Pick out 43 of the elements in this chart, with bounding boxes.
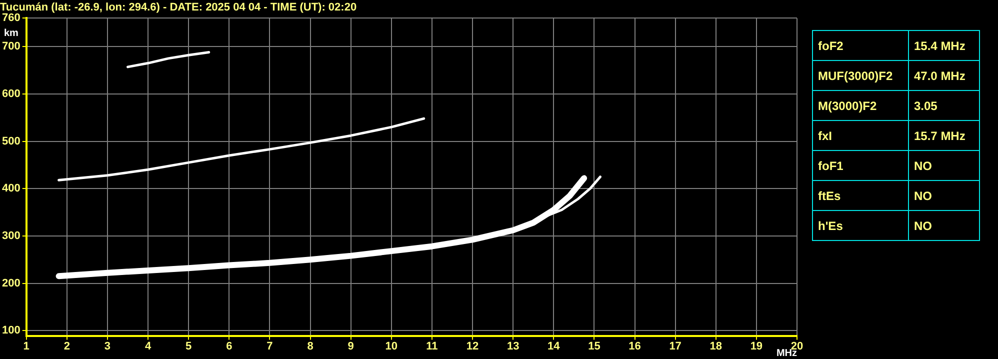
- x-tick-label: 17: [669, 340, 682, 352]
- text: foF1: [812, 150, 908, 180]
- x-tick-label: 1: [23, 340, 30, 352]
- x-tick-label: 6: [226, 340, 232, 352]
- y-tick-label: 600: [2, 88, 20, 100]
- x-tick-label: 7: [266, 340, 273, 352]
- y-tick-label: 700: [2, 40, 20, 53]
- x-tick-label: 18: [710, 340, 722, 352]
- x-tick-label: 12: [466, 340, 479, 352]
- y-tick-label: 400: [2, 182, 20, 195]
- text: MUF(3000)F2: [812, 60, 908, 90]
- x-tick-label: 10: [385, 340, 398, 352]
- text: 3.05: [908, 90, 980, 120]
- x-tick-label: 4: [144, 340, 152, 352]
- x-tick-label: 15: [588, 340, 600, 352]
- y-tick-label: 100: [2, 324, 20, 337]
- y-axis-title: km: [4, 28, 19, 39]
- y-tick-label: 200: [2, 277, 20, 290]
- x-tick-label: 16: [628, 340, 641, 352]
- x-tick-label: 13: [506, 340, 520, 352]
- text: 47.0 MHz: [908, 60, 980, 90]
- x-tick-label: 8: [307, 340, 314, 352]
- x-tick-label: 3: [104, 340, 111, 352]
- text: fxI: [812, 120, 908, 150]
- text: 15.7 MHz: [908, 120, 980, 150]
- x-tick-label: 19: [750, 340, 763, 352]
- x-tick-label: 2: [64, 340, 70, 352]
- text: ftEs: [812, 180, 908, 210]
- text: NO: [908, 210, 980, 240]
- text: h'Es: [812, 210, 908, 240]
- text: NO: [908, 180, 980, 210]
- x-tick-label: 5: [186, 340, 192, 352]
- chart-title: Tucumán (lat: -26.9, lon: 294.6) - DATE: 2025 04 04 - TIME (UT): 02:20: [0, 2, 357, 14]
- text: 15.4 MHz: [908, 30, 980, 60]
- x-tick-label: 14: [548, 340, 561, 352]
- x-tick-label: 11: [426, 340, 438, 352]
- x-tick-label: 9: [348, 340, 354, 352]
- text: foF2: [812, 30, 908, 60]
- y-tick-label: 300: [2, 230, 20, 242]
- text: M(3000)F2: [812, 90, 908, 120]
- y-tick-label: 760: [2, 12, 20, 24]
- text: NO: [908, 150, 980, 180]
- y-tick-label: 500: [2, 135, 20, 148]
